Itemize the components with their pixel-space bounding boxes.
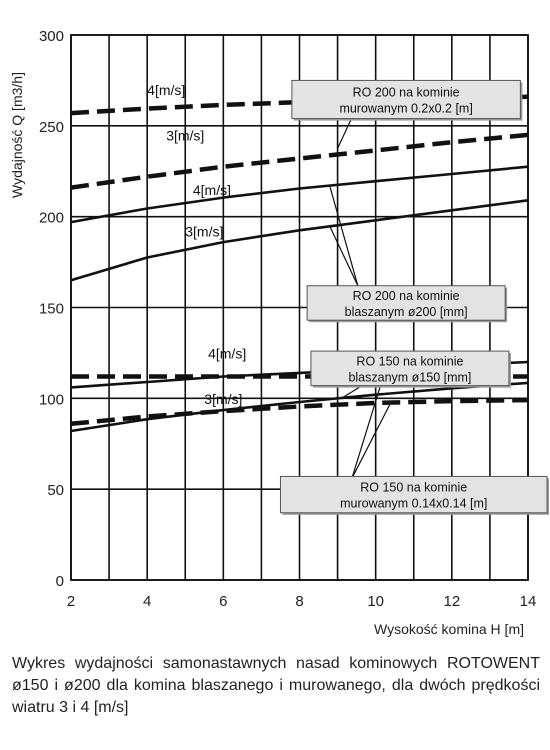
annotation-box (306, 285, 506, 321)
annotation-text: murowanym 0.14x0.14 [m] (340, 497, 487, 511)
annotation-box (279, 475, 548, 514)
annotation-pointer (329, 226, 359, 286)
annotation-pointer (351, 376, 384, 477)
curve-label: 4[m/s] (147, 82, 185, 98)
x-tick-label: 12 (443, 593, 460, 610)
x-tick-label: 6 (219, 593, 227, 610)
annotation-pointer (341, 385, 363, 399)
curve-label: 4[m/s] (193, 182, 231, 198)
y-tick-label: 150 (39, 301, 64, 318)
annotation-box (291, 79, 521, 120)
annotation-box (310, 350, 510, 387)
curve-label: 3[m/s] (204, 391, 242, 407)
x-tick-label: 10 (367, 593, 384, 610)
series-line (70, 165, 529, 224)
y-tick-label: 300 (39, 28, 64, 45)
y-tick-label: 200 (39, 210, 64, 227)
chart-caption: Wykres wydajności samonastawnych nasad k… (12, 655, 540, 716)
y-axis-label: Wydajność Q [m3/h] (9, 72, 25, 198)
annotation-text: blaszanym ø150 [mm] (348, 370, 471, 384)
series-line (70, 381, 529, 433)
y-tick-label: 100 (39, 391, 64, 408)
annotation-text: blaszanym ø200 [mm] (345, 305, 468, 319)
x-tick-label: 4 (143, 593, 151, 610)
y-tick-label: 250 (39, 119, 64, 136)
plot-frame (70, 34, 529, 581)
annotation-text: RO 200 na kominie (353, 289, 460, 303)
curve-label: 3[m/s] (185, 224, 223, 240)
annotation-pointer (337, 118, 352, 149)
series-line (70, 397, 529, 427)
y-tick-label: 50 (47, 482, 64, 499)
x-axis-label: Wysokość komina H [m] (374, 621, 524, 637)
curve-label: 3[m/s] (166, 127, 204, 143)
curve-label: 4[m/s] (208, 345, 246, 361)
annotation-pointer (329, 186, 359, 286)
annotation-text: RO 150 na kominie (360, 481, 467, 495)
y-tick-label: 0 (56, 573, 64, 590)
annotation-pointer (352, 402, 392, 477)
annotation-text: RO 150 na kominie (356, 354, 463, 368)
chart: 2 4 6 8 10 12 14 0 50 100 150 200 250 300 Wysokość kom… (9, 28, 550, 637)
x-tick-label: 2 (67, 593, 75, 610)
x-tick-label: 8 (295, 593, 303, 610)
annotation-text: RO 200 na kominie (353, 85, 460, 99)
x-tick-label: 14 (520, 593, 537, 610)
series-line (70, 199, 529, 282)
annotation-text: murowanym 0.2x0.2 [m] (339, 101, 472, 115)
